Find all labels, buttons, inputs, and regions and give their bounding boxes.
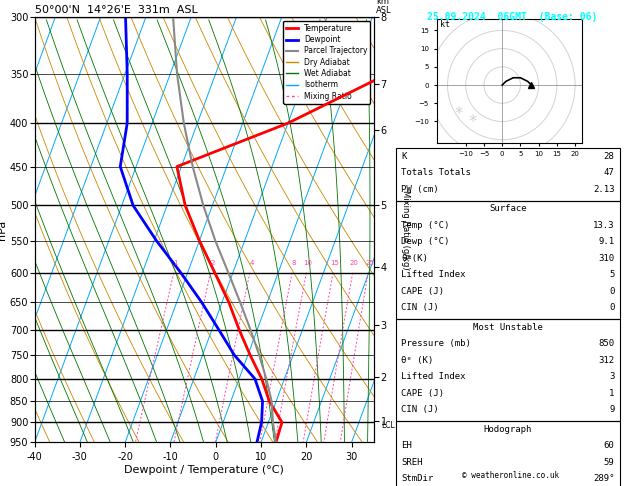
Text: 2.13: 2.13 (593, 185, 615, 194)
Legend: Temperature, Dewpoint, Parcel Trajectory, Dry Adiabat, Wet Adiabat, Isotherm, Mi: Temperature, Dewpoint, Parcel Trajectory… (283, 21, 370, 104)
Text: kt: kt (440, 20, 450, 29)
Text: 47: 47 (604, 168, 615, 177)
Text: 15: 15 (330, 260, 339, 266)
Text: Surface: Surface (489, 204, 526, 213)
Text: km
ASL: km ASL (376, 0, 392, 15)
Text: *: * (469, 112, 477, 131)
Y-axis label: hPa: hPa (0, 220, 7, 240)
Text: 28: 28 (604, 152, 615, 161)
Text: Most Unstable: Most Unstable (473, 323, 543, 332)
Text: 5: 5 (609, 270, 615, 279)
Text: Lifted Index: Lifted Index (401, 270, 466, 279)
Text: CIN (J): CIN (J) (401, 405, 439, 415)
Text: CAPE (J): CAPE (J) (401, 287, 444, 296)
Text: StmDir: StmDir (401, 474, 433, 484)
Text: 50°00'N  14°26'E  331m  ASL: 50°00'N 14°26'E 331m ASL (35, 5, 198, 15)
Text: 850: 850 (598, 339, 615, 348)
Text: PW (cm): PW (cm) (401, 185, 439, 194)
Text: 312: 312 (598, 356, 615, 365)
Text: Dewp (°C): Dewp (°C) (401, 237, 450, 246)
Text: 9: 9 (609, 405, 615, 415)
Text: 20: 20 (350, 260, 359, 266)
Text: 10: 10 (304, 260, 313, 266)
Text: 25.09.2024  06GMT  (Base: 06): 25.09.2024 06GMT (Base: 06) (428, 12, 598, 22)
Text: EH: EH (401, 441, 412, 451)
Text: 1: 1 (174, 260, 178, 266)
Text: 289°: 289° (593, 474, 615, 484)
Text: Totals Totals: Totals Totals (401, 168, 471, 177)
Text: © weatheronline.co.uk: © weatheronline.co.uk (462, 471, 559, 480)
Text: LCL: LCL (381, 421, 395, 430)
Text: CIN (J): CIN (J) (401, 303, 439, 312)
Text: Mixing Ratio (g/kg): Mixing Ratio (g/kg) (401, 190, 410, 269)
Text: θᵉ (K): θᵉ (K) (401, 356, 433, 365)
Text: 25: 25 (365, 260, 374, 266)
Text: 1: 1 (609, 389, 615, 398)
Text: 8: 8 (292, 260, 296, 266)
Text: Pressure (mb): Pressure (mb) (401, 339, 471, 348)
Text: SREH: SREH (401, 458, 423, 467)
Text: Lifted Index: Lifted Index (401, 372, 466, 382)
Text: 0: 0 (609, 303, 615, 312)
Text: θᵉ(K): θᵉ(K) (401, 254, 428, 263)
Text: 310: 310 (598, 254, 615, 263)
Text: 60: 60 (604, 441, 615, 451)
Text: 59: 59 (604, 458, 615, 467)
Text: *: * (454, 105, 463, 123)
Text: CAPE (J): CAPE (J) (401, 389, 444, 398)
Text: 0: 0 (609, 287, 615, 296)
Text: K: K (401, 152, 407, 161)
Text: 3: 3 (609, 372, 615, 382)
Text: Temp (°C): Temp (°C) (401, 221, 450, 230)
Text: 9.1: 9.1 (598, 237, 615, 246)
X-axis label: Dewpoint / Temperature (°C): Dewpoint / Temperature (°C) (125, 465, 284, 475)
Text: 13.3: 13.3 (593, 221, 615, 230)
Text: 4: 4 (250, 260, 254, 266)
Text: 2: 2 (210, 260, 214, 266)
Text: Hodograph: Hodograph (484, 425, 532, 434)
